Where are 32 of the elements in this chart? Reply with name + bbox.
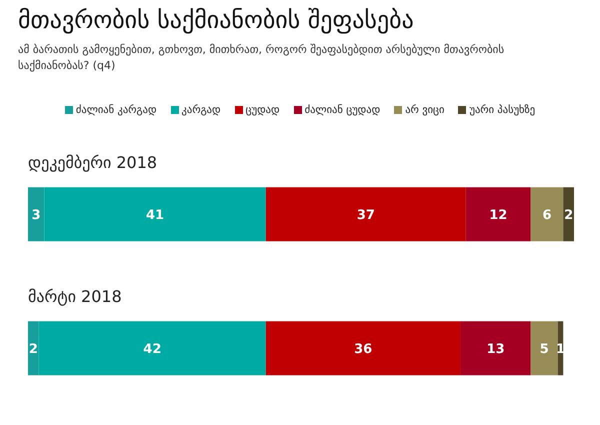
bar: [460, 321, 531, 376]
bar: [28, 187, 44, 242]
data-label: 36: [354, 342, 372, 357]
bar: [530, 187, 564, 242]
data-label: 2: [564, 208, 574, 223]
legend-label: არ ვიცი: [404, 104, 444, 116]
legend-label: ძალიან ცუდად: [304, 104, 380, 116]
data-label: 42: [143, 342, 162, 357]
bar: [44, 187, 266, 242]
bar: [38, 321, 266, 376]
bar: [266, 321, 460, 376]
bar: [28, 321, 39, 376]
data-label: 37: [356, 208, 375, 223]
data-label: 13: [486, 342, 505, 357]
bar: [466, 187, 531, 242]
data-label: 6: [542, 208, 552, 223]
chart-title: მთავრობის საქმიანობის შეფასება: [18, 6, 414, 34]
data-label: 5: [540, 342, 549, 357]
data-label: 12: [489, 208, 508, 223]
data-label: 2: [28, 342, 38, 357]
y-tick-label: მარტი 2018: [28, 287, 122, 306]
chart-subtitle: ამ ბარათის გამოყენებით, გთხოვთ, მითხრათ, როგორ შეაფასებდით არსებული მთავრობის საქმიანობას? (q4): [18, 42, 506, 74]
legend-label: ძალიან კარგად: [74, 104, 157, 116]
bar: [530, 321, 558, 376]
bar: [563, 187, 574, 242]
legend-label: ცუდად: [244, 104, 280, 116]
data-label: 41: [146, 208, 164, 223]
y-tick-label: დეკემბერი 2018: [28, 153, 158, 172]
data-label: 3: [32, 208, 41, 223]
legend-label: კარგად: [180, 104, 221, 116]
bar: [266, 187, 466, 242]
legend-label: უარი პასუხზე: [468, 104, 536, 116]
